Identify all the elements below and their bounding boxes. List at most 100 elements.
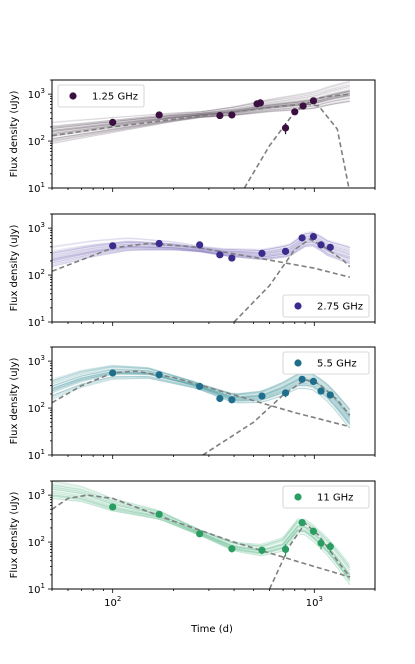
data-point [258,546,266,554]
data-point [317,387,325,395]
model-realisation [52,84,350,123]
data-point [196,530,204,538]
model-realisation [52,377,351,429]
legend-label: 2.75 GHz [317,302,363,313]
data-point [228,111,236,119]
data-points [109,97,318,135]
legend-marker [294,493,302,501]
data-point [317,241,325,249]
model-realisation [52,241,350,266]
legend-label: 1.25 GHz [92,92,138,103]
x-axis-label: Time (d) [190,624,233,635]
model-realisation [52,237,350,262]
model-realisation [52,86,350,130]
data-point [216,251,224,259]
legend-marker [294,302,302,310]
y-tick-label: 101 [28,181,45,195]
data-point [109,118,117,126]
legend: 2.75 GHz [282,294,370,318]
model-realisation [52,83,350,124]
panel-4: 101 102 103 102 103 Flux density (uJy) 11 GHz [9,480,376,609]
legend-marker [294,359,302,367]
x-tick-label: 102 [104,595,121,609]
model-realisation [52,81,350,127]
y-tick-label: 101 [28,448,45,462]
model-realisation [52,243,350,266]
data-point [256,99,264,107]
model-realisation [52,85,350,130]
rebrightening-component [233,238,351,322]
model-realisation [52,100,350,137]
data-point [298,234,306,242]
data-point [196,241,204,249]
model-realisation [52,495,351,586]
plot-frame [51,346,376,456]
model-realisation [52,496,351,584]
model-realisation [52,92,350,135]
data-point [228,254,236,262]
data-point [326,543,334,551]
legend-box [57,84,145,108]
model-realisation [52,238,350,264]
data-point [109,369,117,377]
legend-marker [69,92,77,100]
y-axis-label: Flux density (uJy) [9,224,20,311]
model-realisation [52,91,350,128]
legend-box [282,485,370,509]
model-realisation [52,245,350,265]
model-realisation [52,242,350,262]
model-realisation [52,241,350,261]
y-tick-label: 101 [28,315,45,329]
plot-frame [51,480,376,590]
data-point [109,242,117,250]
y-tick-label: 102 [28,268,45,282]
data-point [281,247,290,255]
model-realisation [52,497,351,582]
rebrightening-component [243,93,350,188]
y-tick-label: 102 [28,401,45,415]
data-point [281,124,290,132]
model-realisation [52,90,350,128]
rebrightening-component [202,378,351,455]
data-point [258,392,266,400]
data-point [196,382,204,390]
data-point [258,249,266,257]
model-realisation [52,377,351,427]
model-realisation [52,241,350,267]
y-tick-label: 102 [28,535,45,549]
model-realisation [52,236,350,259]
model-realisation [52,243,350,263]
model-realisation [52,89,350,127]
data-point [298,375,306,383]
legend: 11 GHz [282,485,370,509]
model-realisation [52,100,350,140]
y-tick-label: 103 [28,354,45,368]
x-tick-label: 103 [306,595,323,609]
model-realisation [52,498,351,582]
data-point [326,243,334,251]
model-realisation [52,240,350,268]
model-realisation [52,241,350,262]
data-point [299,102,307,110]
data-point [281,545,290,553]
y-tick-label: 103 [28,488,45,502]
plot-frame [51,213,376,323]
y-tick-label: 103 [28,87,45,101]
data-point [309,527,318,535]
model-realisation [52,101,350,142]
legend: 5.5 GHz [282,351,370,375]
model-realisation [52,497,351,582]
model-realisation [52,91,350,134]
legend-box [282,294,370,318]
model-realisation [52,240,350,260]
data-point [317,539,325,547]
model-realisation [52,93,350,134]
y-axis-label: Flux density (uJy) [9,90,20,177]
data-point [155,111,163,119]
model-realisation [52,495,351,580]
plot-area [52,80,350,188]
data-point [309,232,318,241]
data-points [109,503,334,557]
data-point [309,97,318,105]
model-realisation [52,87,350,131]
